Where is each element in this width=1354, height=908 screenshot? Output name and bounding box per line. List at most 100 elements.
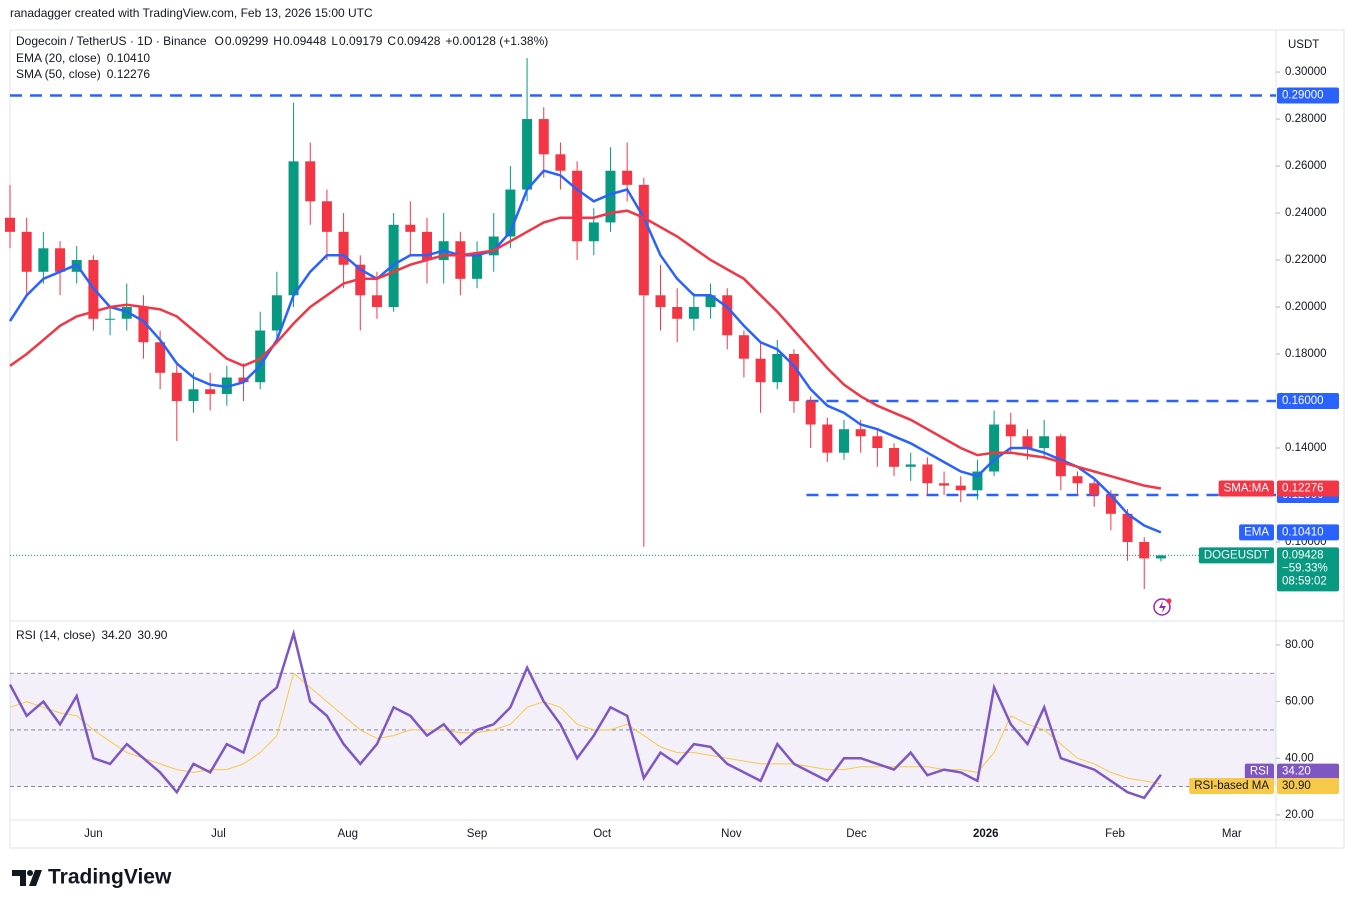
candle-body: [1105, 494, 1116, 514]
candle-body: [705, 295, 716, 308]
candle-body: [922, 464, 933, 484]
indicator-value: 0.10410: [107, 51, 151, 65]
candle-body: [421, 231, 432, 261]
candle-body: [889, 448, 900, 467]
indicator-tag: SMA:MA: [1224, 483, 1270, 495]
candle-body: [255, 330, 266, 383]
candle-body: [572, 170, 583, 242]
candle-body: [1005, 424, 1016, 437]
y-tick-label: 0.20000: [1285, 301, 1327, 313]
rsi-tick-label: 40.00: [1285, 752, 1314, 764]
symbol-tag-box: [1198, 547, 1274, 564]
candle-body: [1122, 513, 1133, 542]
rsi-line: [8, 628, 1162, 800]
rsi-tag-box: [1244, 763, 1274, 780]
candle-body: [622, 170, 633, 185]
x-tick-label: Mar: [1222, 828, 1242, 840]
x-tick-label: Jun: [84, 828, 103, 840]
level-tag-text: 0.16000: [1282, 395, 1324, 407]
candle-body: [271, 295, 282, 331]
candle-body: [171, 372, 182, 402]
rsi-value-tag-box: [1277, 763, 1339, 780]
candle-body: [822, 424, 833, 453]
x-tick-label: Aug: [338, 828, 358, 840]
price-tag-box: [1277, 547, 1339, 592]
rsi-value: 34.20: [101, 628, 131, 642]
candle-body: [855, 429, 866, 437]
price-tag-countdown: 08:59:02: [1282, 575, 1327, 587]
candle-body: [1155, 555, 1166, 559]
candle-body: [1072, 476, 1083, 484]
symbol-title: Dogecoin / TetherUS · 1D · Binance: [16, 34, 207, 48]
price-tag-change: −59.33%: [1282, 562, 1328, 574]
rsi-value-tag-box: [1277, 778, 1339, 795]
candle-body: [605, 170, 616, 223]
candle-body: [672, 307, 683, 319]
candle-body: [522, 119, 533, 190]
candle-body: [1139, 541, 1150, 559]
rsi-tick-label: 80.00: [1285, 639, 1314, 651]
candle-body: [4, 217, 16, 232]
rsi-tick-label: 60.00: [1285, 696, 1314, 708]
indicator-value-tag-text: 0.12276: [1282, 483, 1324, 495]
level-tag-text: 0.29000: [1282, 90, 1324, 102]
candle-body: [138, 307, 149, 343]
candle-body: [955, 485, 966, 491]
x-tick-label: Dec: [846, 828, 867, 840]
indicator-name: SMA (50, close): [16, 67, 101, 81]
candle-body: [638, 184, 649, 296]
price-tag-value: 0.09428: [1282, 549, 1324, 561]
ohlc-value: 0.09299: [225, 34, 269, 48]
indicator-tag-box: [1218, 480, 1274, 497]
rsi-tag: RSI: [1250, 766, 1269, 778]
rsi-ma-value: 30.90: [137, 628, 167, 642]
x-tick-label: Jul: [211, 828, 226, 840]
candle-body: [472, 255, 483, 279]
indicator-value: 0.12276: [107, 67, 151, 81]
candle-body: [588, 222, 599, 242]
indicator-value-tag-box: [1277, 480, 1339, 497]
rsi-title: RSI (14, close): [16, 628, 95, 642]
candle-body: [722, 295, 733, 336]
y-tick-label: 0.28000: [1285, 113, 1327, 125]
y-tick-label: 0.24000: [1285, 207, 1327, 219]
ohlc-key: H: [273, 34, 282, 48]
indicator-name: EMA (20, close): [16, 51, 101, 65]
candle-body: [555, 154, 566, 171]
frame: [9, 29, 1345, 849]
candle-body: [688, 307, 699, 319]
candle-body: [155, 342, 166, 373]
candle-body: [755, 358, 766, 383]
candle-body: [288, 161, 299, 296]
level-tag-box: [1277, 393, 1339, 410]
indicator-value-tag-text: 0.10410: [1282, 526, 1324, 538]
candle-body: [21, 231, 32, 272]
candle-body: [972, 471, 983, 491]
candle-body: [321, 201, 332, 232]
level-tag-box: [1277, 87, 1339, 104]
candle-body: [939, 483, 950, 486]
candle-body: [838, 429, 849, 453]
rsi-tick-label: 20.00: [1285, 809, 1314, 821]
candle-body: [205, 389, 216, 394]
candle-body: [371, 295, 382, 308]
candle-body: [505, 189, 516, 237]
candle-body: [1089, 483, 1100, 495]
x-tick-label: 2026: [973, 828, 999, 840]
indicator-line: [9, 209, 1162, 490]
symbol-tag: DOGEUSDT: [1204, 549, 1269, 561]
ohlc-key: L: [331, 34, 338, 48]
candle-body: [1055, 436, 1066, 477]
candle-body: [772, 354, 783, 383]
candle-body: [38, 248, 49, 272]
indicator-tag-box: [1239, 524, 1274, 541]
indicator-line: [8, 169, 1162, 534]
logo-text: TradingView: [48, 866, 172, 889]
candle-body: [105, 318, 116, 320]
candle-body: [338, 231, 349, 265]
change: +0.00128 (+1.38%): [445, 34, 548, 48]
candle-body: [488, 236, 499, 256]
x-tick-label: Oct: [593, 828, 612, 840]
candle-body: [55, 248, 66, 272]
